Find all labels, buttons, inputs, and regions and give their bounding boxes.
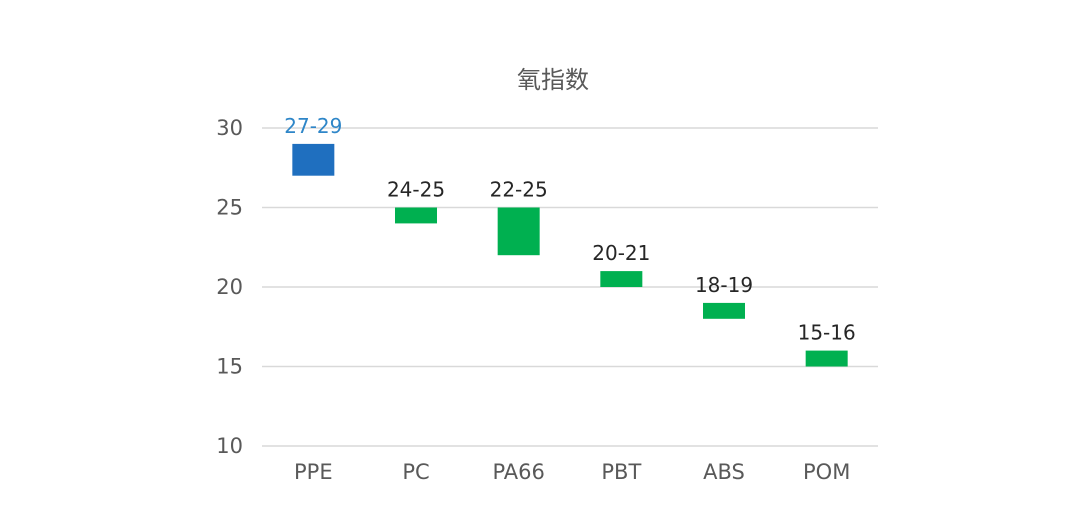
y-tick-label: 20 xyxy=(216,275,243,299)
data-label-pc: 24-25 xyxy=(387,178,445,202)
gridlines xyxy=(262,127,878,447)
x-axis-categories: PPE PC PA66 PBT ABS POM xyxy=(294,460,850,484)
range-bar-pbt xyxy=(600,271,643,287)
x-category-label: ABS xyxy=(703,460,745,484)
y-axis-ticks: 10 15 20 25 30 xyxy=(216,116,243,458)
y-tick-label: 25 xyxy=(216,196,243,220)
y-tick-label: 30 xyxy=(216,116,243,140)
data-label-ppe: 27-29 xyxy=(284,114,342,138)
range-bar-pc xyxy=(395,207,437,224)
x-category-label: PA66 xyxy=(492,460,544,484)
x-category-label: PBT xyxy=(601,460,641,484)
data-label-pa66: 22-25 xyxy=(490,178,548,202)
x-category-label: PC xyxy=(402,460,429,484)
x-category-label: POM xyxy=(803,460,850,484)
data-label-pbt: 20-21 xyxy=(592,241,650,265)
y-tick-label: 15 xyxy=(216,355,243,379)
range-bars xyxy=(292,143,848,367)
range-bar-ppe xyxy=(292,143,335,176)
chart-title: 氧指数 xyxy=(517,66,589,94)
data-labels: 27-29 24-25 22-25 20-21 18-19 15-16 xyxy=(284,114,855,345)
x-category-label: PPE xyxy=(294,460,333,484)
data-label-pom: 15-16 xyxy=(798,321,856,345)
y-tick-label: 10 xyxy=(216,434,243,458)
data-label-abs: 18-19 xyxy=(695,273,753,297)
range-bar-pom xyxy=(805,350,848,367)
range-bar-abs xyxy=(703,302,745,319)
range-bar-pa66 xyxy=(497,207,540,256)
